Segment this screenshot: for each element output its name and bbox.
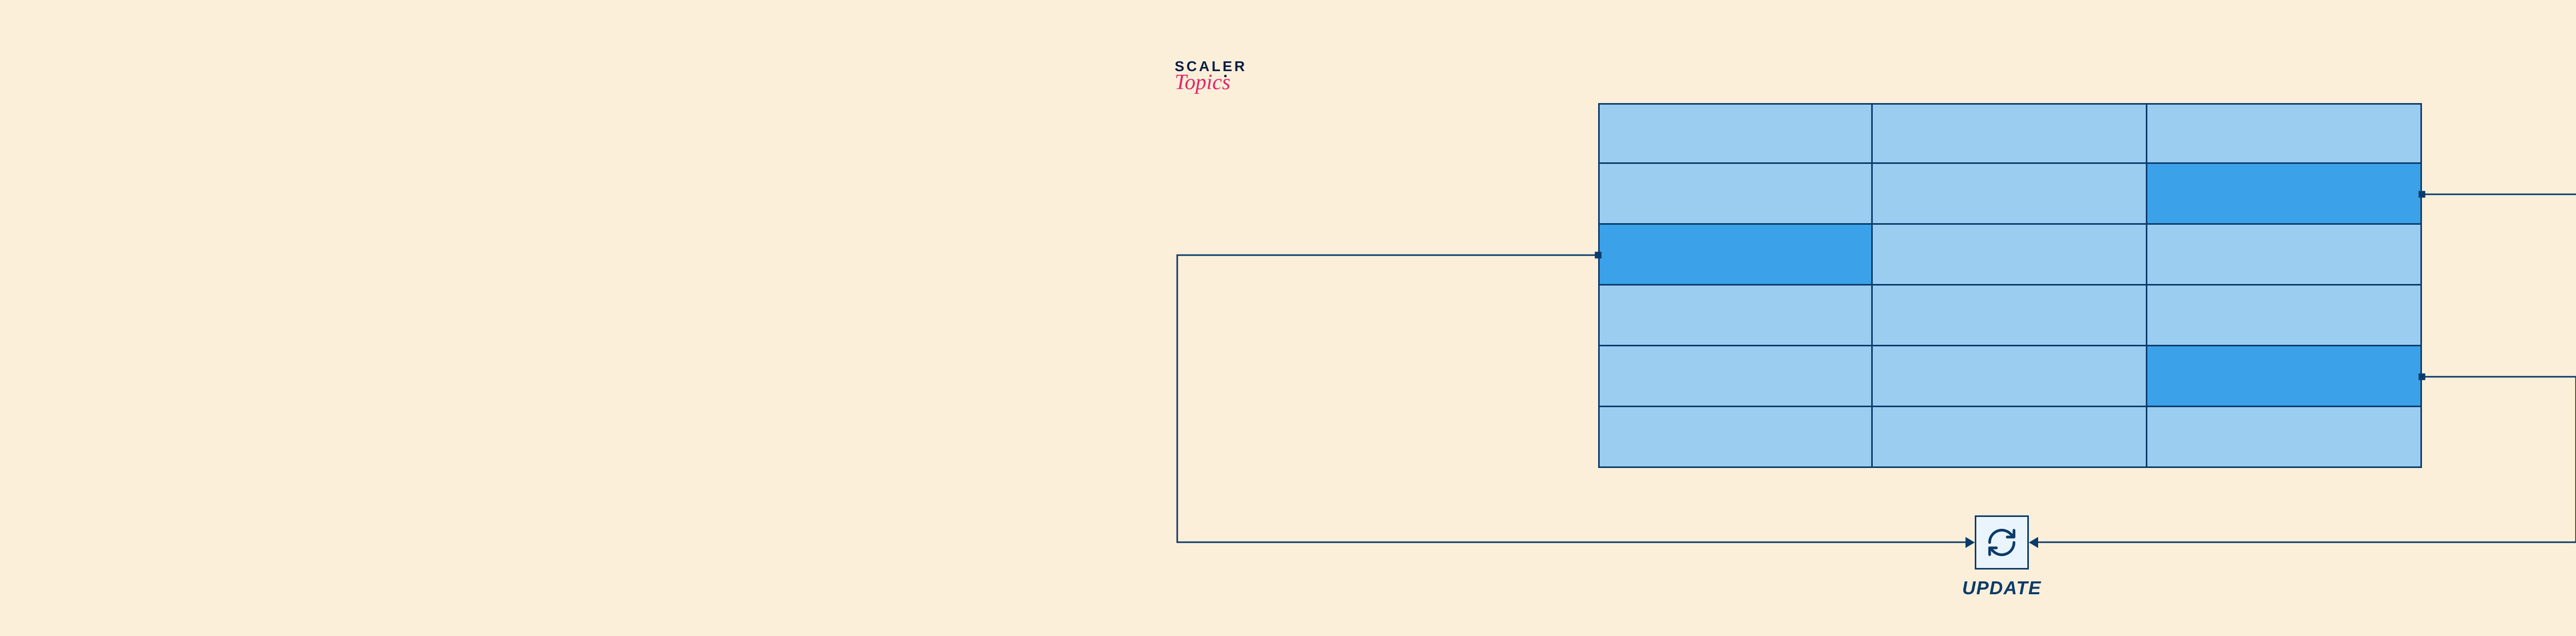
table-cell	[2147, 286, 2422, 346]
table-cell	[2147, 346, 2422, 407]
table-cell	[2147, 164, 2422, 225]
table-cell	[1873, 346, 2147, 407]
table-cell	[1598, 225, 1873, 286]
table-cell	[1598, 164, 1873, 225]
table-cell	[1873, 103, 2147, 164]
table-cell	[1598, 103, 1873, 164]
table-cell	[2147, 103, 2422, 164]
data-table	[1598, 103, 2422, 468]
table-cell	[1873, 407, 2147, 468]
brand-logo-bottom: Topics	[1175, 72, 1247, 93]
table-cell	[1873, 225, 2147, 286]
diagram-canvas: SCALERTopics UPDATE	[0, 0, 2576, 636]
brand-logo: SCALERTopics	[1175, 59, 1247, 93]
table-cell	[1873, 286, 2147, 346]
refresh-icon	[1986, 526, 2018, 559]
brand-logo-dot	[1224, 75, 1227, 77]
table-cell	[1598, 407, 1873, 468]
table-cell	[1598, 346, 1873, 407]
table-cell	[1598, 286, 1873, 346]
table-cell	[2147, 225, 2422, 286]
update-label: UPDATE	[1956, 577, 2048, 599]
table-cell	[1873, 164, 2147, 225]
table-cell	[2147, 407, 2422, 468]
update-node	[1975, 515, 2029, 570]
